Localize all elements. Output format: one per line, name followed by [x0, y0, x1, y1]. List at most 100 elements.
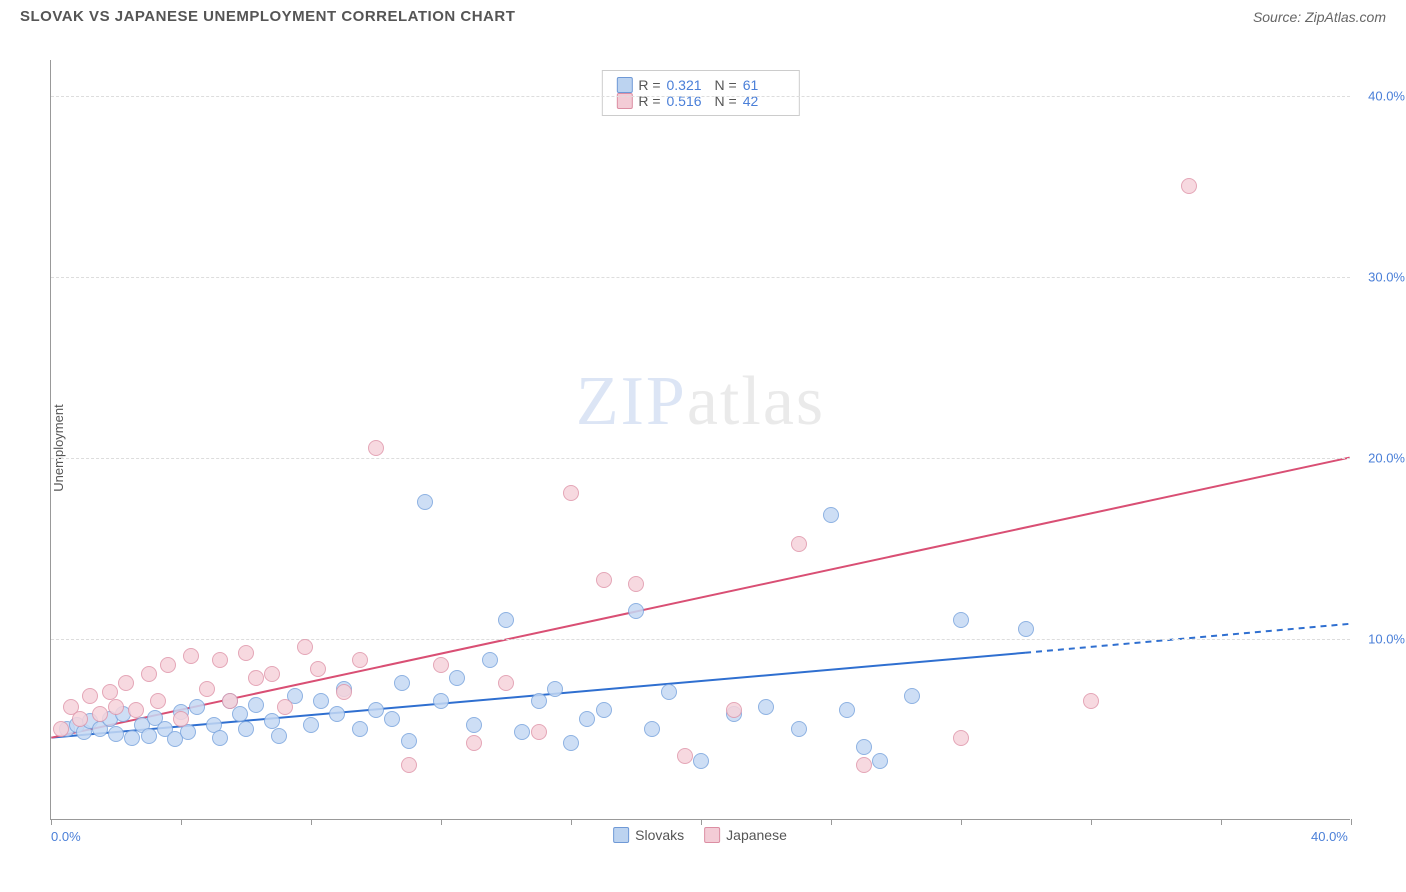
- data-point: [384, 711, 400, 727]
- data-point: [693, 753, 709, 769]
- data-point: [531, 724, 547, 740]
- data-point: [839, 702, 855, 718]
- x-tick: [571, 819, 572, 825]
- data-point: [352, 721, 368, 737]
- data-point: [248, 670, 264, 686]
- slovaks-n-value: 61: [743, 77, 785, 93]
- data-point: [401, 733, 417, 749]
- data-point: [212, 652, 228, 668]
- data-point: [394, 675, 410, 691]
- data-point: [368, 440, 384, 456]
- data-point: [199, 681, 215, 697]
- data-point: [150, 693, 166, 709]
- slovaks-legend-label: Slovaks: [635, 827, 684, 843]
- data-point: [297, 639, 313, 655]
- data-point: [118, 675, 134, 691]
- data-point: [514, 724, 530, 740]
- data-point: [92, 706, 108, 722]
- data-point: [953, 730, 969, 746]
- x-tick: [311, 819, 312, 825]
- data-point: [108, 699, 124, 715]
- data-point: [238, 645, 254, 661]
- gridline: [51, 458, 1350, 459]
- data-point: [904, 688, 920, 704]
- data-point: [498, 612, 514, 628]
- x-tick: [1221, 819, 1222, 825]
- data-point: [303, 717, 319, 733]
- data-point: [128, 702, 144, 718]
- chart-container: Unemployment ZIPatlas R = 0.321 N = 61 R…: [50, 50, 1350, 845]
- data-point: [596, 702, 612, 718]
- legend-item-japanese: Japanese: [704, 827, 787, 843]
- data-point: [368, 702, 384, 718]
- legend-item-slovaks: Slovaks: [613, 827, 684, 843]
- data-point: [644, 721, 660, 737]
- data-point: [277, 699, 293, 715]
- data-point: [271, 728, 287, 744]
- data-point: [417, 494, 433, 510]
- data-point: [160, 657, 176, 673]
- data-point: [466, 735, 482, 751]
- trend-line: [51, 458, 1349, 738]
- data-point: [758, 699, 774, 715]
- japanese-legend-label: Japanese: [726, 827, 787, 843]
- data-point: [141, 666, 157, 682]
- y-tick-label: 20.0%: [1368, 451, 1405, 466]
- watermark-right: atlas: [687, 363, 825, 440]
- chart-header: SLOVAK VS JAPANESE UNEMPLOYMENT CORRELAT…: [0, 0, 1406, 29]
- data-point: [856, 739, 872, 755]
- data-point: [953, 612, 969, 628]
- chart-title: SLOVAK VS JAPANESE UNEMPLOYMENT CORRELAT…: [20, 8, 515, 25]
- data-point: [72, 711, 88, 727]
- data-point: [856, 757, 872, 773]
- data-point: [264, 666, 280, 682]
- data-point: [336, 684, 352, 700]
- x-tick: [831, 819, 832, 825]
- data-point: [238, 721, 254, 737]
- data-point: [313, 693, 329, 709]
- source-attribution: Source: ZipAtlas.com: [1253, 9, 1386, 25]
- data-point: [579, 711, 595, 727]
- data-point: [310, 661, 326, 677]
- gridline: [51, 277, 1350, 278]
- series-legend: Slovaks Japanese: [613, 827, 787, 843]
- data-point: [449, 670, 465, 686]
- data-point: [482, 652, 498, 668]
- data-point: [563, 485, 579, 501]
- data-point: [248, 697, 264, 713]
- japanese-legend-swatch: [704, 827, 720, 843]
- plot-area: ZIPatlas R = 0.321 N = 61 R = 0.516 N = …: [50, 60, 1350, 820]
- n-label: N =: [715, 77, 737, 93]
- x-tick: [1351, 819, 1352, 825]
- data-point: [791, 721, 807, 737]
- x-tick: [961, 819, 962, 825]
- data-point: [466, 717, 482, 733]
- stats-row-slovaks: R = 0.321 N = 61: [616, 77, 784, 93]
- data-point: [108, 726, 124, 742]
- data-point: [189, 699, 205, 715]
- data-point: [628, 603, 644, 619]
- data-point: [1083, 693, 1099, 709]
- trend-lines-layer: [51, 60, 1350, 819]
- gridline: [51, 96, 1350, 97]
- x-tick-label: 0.0%: [51, 829, 81, 844]
- data-point: [547, 681, 563, 697]
- data-point: [433, 657, 449, 673]
- data-point: [531, 693, 547, 709]
- slovaks-legend-swatch: [613, 827, 629, 843]
- data-point: [183, 648, 199, 664]
- x-tick-label: 40.0%: [1311, 829, 1348, 844]
- x-tick: [181, 819, 182, 825]
- data-point: [596, 572, 612, 588]
- data-point: [677, 748, 693, 764]
- data-point: [329, 706, 345, 722]
- y-tick-label: 10.0%: [1368, 632, 1405, 647]
- data-point: [498, 675, 514, 691]
- data-point: [141, 728, 157, 744]
- data-point: [433, 693, 449, 709]
- data-point: [173, 711, 189, 727]
- watermark: ZIPatlas: [576, 362, 825, 442]
- correlation-stats-box: R = 0.321 N = 61 R = 0.516 N = 42: [601, 70, 799, 116]
- data-point: [222, 693, 238, 709]
- data-point: [1181, 178, 1197, 194]
